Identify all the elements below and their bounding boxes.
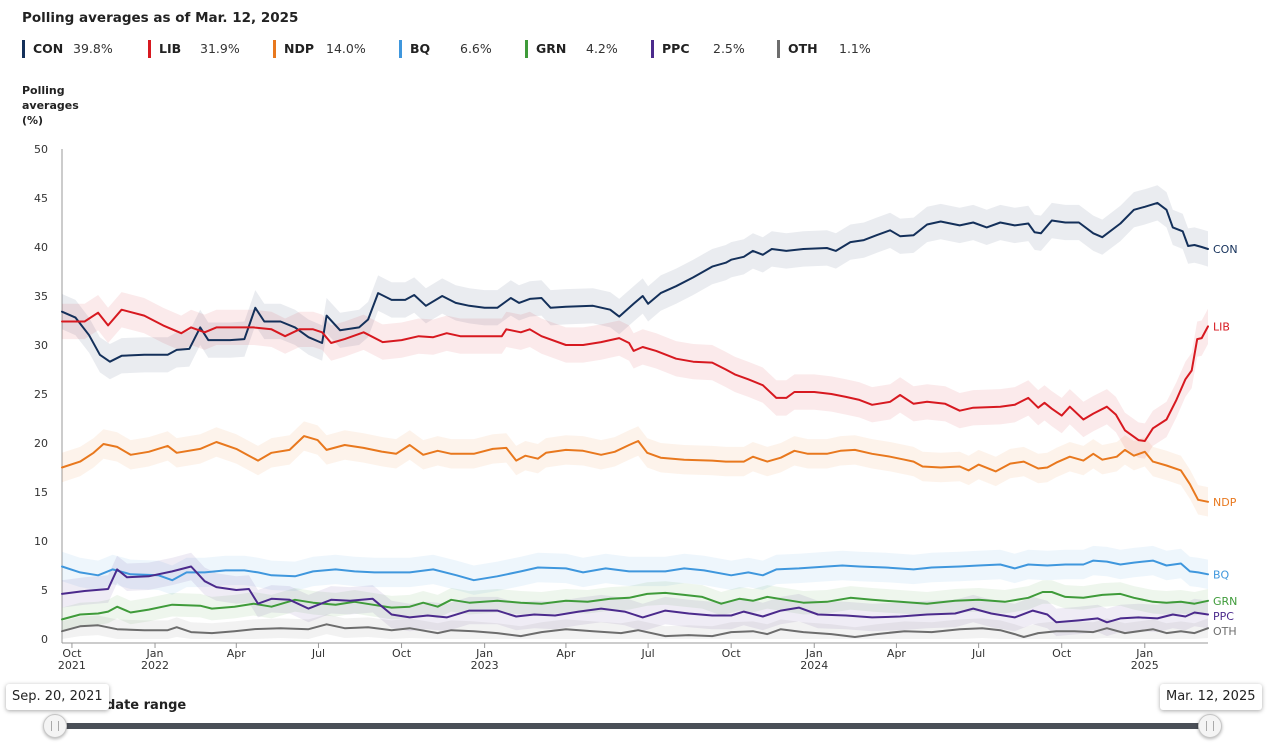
- range-end-tooltip: Mar. 12, 2025: [1160, 684, 1262, 710]
- series-end-label-bq: BQ: [1213, 568, 1230, 581]
- y-tick-label: 0: [41, 633, 48, 646]
- legend-swatch-ndp: [273, 40, 276, 58]
- legend-name-ndp: NDP: [284, 41, 314, 56]
- x-tick-label: Oct: [722, 647, 742, 660]
- series-line-oth: [61, 623, 1209, 638]
- y-tick-label: 30: [34, 339, 48, 352]
- legend-value-ppc: 2.5%: [713, 41, 745, 56]
- legend-name-lib: LIB: [159, 41, 182, 56]
- legend-swatch-ppc: [651, 40, 654, 58]
- series-end-label-con: CON: [1213, 243, 1238, 256]
- series-line-lib: [61, 308, 1209, 442]
- legend-value-grn: 4.2%: [586, 41, 618, 56]
- legend-name-oth: OTH: [788, 41, 818, 56]
- y-tick-label: 5: [41, 584, 48, 597]
- series-line-bq: [61, 559, 1209, 582]
- confidence-band-oth: [62, 614, 1208, 639]
- y-axis-title-line: Polling: [22, 84, 65, 97]
- x-tick-label: Oct: [1052, 647, 1072, 660]
- series-end-label-grn: GRN: [1213, 595, 1237, 608]
- legend-swatch-grn: [525, 40, 528, 58]
- range-slider-label: date range: [106, 698, 187, 713]
- series-line-grn: [61, 591, 1209, 621]
- legend-swatch-con: [22, 40, 25, 58]
- legend-name-ppc: PPC: [662, 41, 690, 56]
- confidence-band-ndp: [62, 421, 1208, 517]
- y-tick-label: 25: [34, 388, 48, 401]
- x-tick-year-label: 2024: [800, 659, 828, 672]
- range-start-tooltip: Sep. 20, 2021: [6, 684, 109, 710]
- x-tick-label: Jul: [311, 647, 325, 660]
- series-end-label-ppc: PPC: [1213, 610, 1234, 623]
- x-tick-year-label: 2025: [1131, 659, 1159, 672]
- x-tick-year-label: 2022: [141, 659, 169, 672]
- legend-swatch-lib: [148, 40, 151, 58]
- x-tick-label: Jan: [805, 647, 823, 660]
- x-tick-label: Apr: [227, 647, 247, 660]
- y-tick-label: 40: [34, 241, 48, 254]
- range-slider-track[interactable]: [55, 723, 1210, 729]
- range-slider-end-handle[interactable]: [1198, 714, 1222, 738]
- legend-value-ndp: 14.0%: [326, 41, 366, 56]
- series-line-ndp: [61, 435, 1209, 503]
- confidence-band-grn: [62, 580, 1208, 632]
- range-slider-start-handle[interactable]: [43, 714, 67, 738]
- legend-swatch-oth: [777, 40, 780, 58]
- legend-name-con: CON: [33, 41, 64, 56]
- y-tick-label: 20: [34, 437, 48, 450]
- series-end-label-lib: LIB: [1213, 320, 1230, 333]
- series-end-label-oth: OTH: [1213, 625, 1237, 638]
- y-tick-label: 10: [34, 535, 48, 548]
- y-tick-label: 45: [34, 192, 48, 205]
- y-tick-label: 50: [34, 143, 48, 156]
- x-tick-label: Jul: [971, 647, 985, 660]
- legend-value-oth: 1.1%: [839, 41, 871, 56]
- x-tick-label: Jan: [475, 647, 493, 660]
- legend-value-con: 39.8%: [73, 41, 113, 56]
- y-tick-label: 35: [34, 290, 48, 303]
- legend-name-bq: BQ: [410, 41, 431, 56]
- x-tick-year-label: 2021: [58, 659, 86, 672]
- confidence-band-lib: [62, 292, 1208, 459]
- legend-name-grn: GRN: [536, 41, 567, 56]
- series-line-con: [61, 201, 1209, 363]
- y-axis-title: Polling averages (%): [22, 83, 92, 128]
- legend-value-bq: 6.6%: [460, 41, 492, 56]
- series-line-ppc: [61, 565, 1209, 624]
- legend-value-lib: 31.9%: [200, 41, 240, 56]
- x-tick-label: Oct: [62, 647, 82, 660]
- x-tick-label: Apr: [556, 647, 576, 660]
- x-tick-label: Jul: [640, 647, 654, 660]
- legend-swatch-bq: [399, 40, 402, 58]
- series-end-label-ndp: NDP: [1213, 496, 1237, 509]
- y-tick-label: 15: [34, 486, 48, 499]
- x-tick-label: Jan: [1135, 647, 1153, 660]
- x-tick-label: Oct: [392, 647, 412, 660]
- y-axis-title-line: averages: [22, 99, 79, 112]
- x-tick-label: Apr: [887, 647, 907, 660]
- chart-title: Polling averages as of Mar. 12, 2025: [22, 10, 299, 26]
- x-tick-year-label: 2023: [471, 659, 499, 672]
- confidence-band-con: [62, 185, 1208, 380]
- y-axis-title-line: (%): [22, 114, 44, 127]
- x-tick-label: Jan: [146, 647, 164, 660]
